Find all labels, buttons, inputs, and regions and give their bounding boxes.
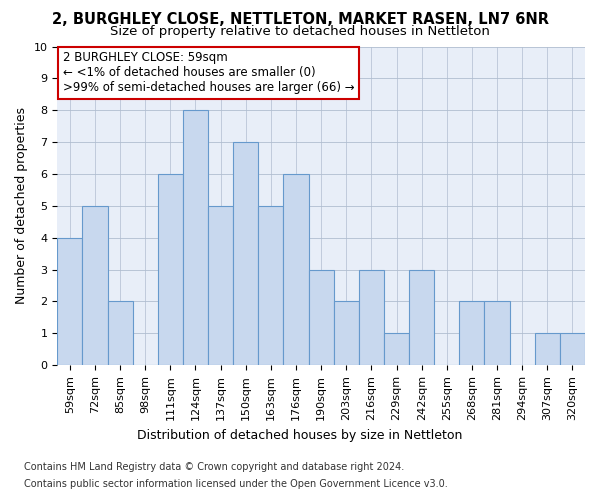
Bar — [208, 206, 233, 365]
Bar — [334, 302, 359, 365]
Text: Contains public sector information licensed under the Open Government Licence v3: Contains public sector information licen… — [24, 479, 448, 489]
Bar — [283, 174, 308, 365]
Bar — [158, 174, 183, 365]
Bar — [384, 334, 409, 365]
Bar — [57, 238, 82, 365]
Text: Distribution of detached houses by size in Nettleton: Distribution of detached houses by size … — [137, 430, 463, 442]
Text: Size of property relative to detached houses in Nettleton: Size of property relative to detached ho… — [110, 25, 490, 38]
Y-axis label: Number of detached properties: Number of detached properties — [15, 108, 28, 304]
Bar — [460, 302, 484, 365]
Bar — [233, 142, 259, 365]
Bar — [359, 270, 384, 365]
Bar — [107, 302, 133, 365]
Bar — [183, 110, 208, 365]
Bar — [535, 334, 560, 365]
Bar — [484, 302, 509, 365]
Bar — [308, 270, 334, 365]
Text: 2 BURGHLEY CLOSE: 59sqm
← <1% of detached houses are smaller (0)
>99% of semi-de: 2 BURGHLEY CLOSE: 59sqm ← <1% of detache… — [62, 52, 354, 94]
Bar — [82, 206, 107, 365]
Bar — [560, 334, 585, 365]
Bar — [409, 270, 434, 365]
Text: 2, BURGHLEY CLOSE, NETTLETON, MARKET RASEN, LN7 6NR: 2, BURGHLEY CLOSE, NETTLETON, MARKET RAS… — [52, 12, 548, 28]
Bar — [259, 206, 283, 365]
Text: Contains HM Land Registry data © Crown copyright and database right 2024.: Contains HM Land Registry data © Crown c… — [24, 462, 404, 472]
